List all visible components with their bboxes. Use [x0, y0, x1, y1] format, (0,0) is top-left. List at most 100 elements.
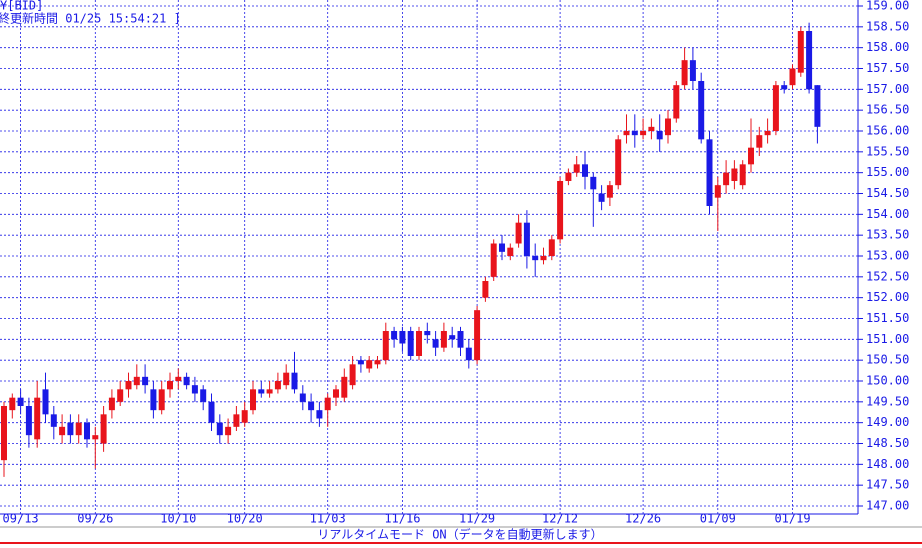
candle-body	[1, 406, 7, 461]
candle-body	[764, 131, 771, 136]
y-tick-label: 157.50	[866, 61, 909, 75]
candle-body	[523, 222, 530, 256]
y-tick-label: 149.50	[866, 394, 909, 408]
candle-body	[590, 176, 597, 190]
candle-body	[349, 364, 356, 386]
candle-body	[797, 31, 804, 73]
candle-body	[316, 410, 323, 419]
y-tick-label: 150.00	[866, 374, 909, 388]
candle-body	[17, 397, 24, 406]
y-tick-label: 147.50	[866, 478, 909, 492]
candle-body	[391, 331, 398, 340]
candle-body	[150, 389, 157, 411]
candle-body	[457, 331, 464, 348]
candle-body	[407, 331, 414, 356]
candle-body	[59, 426, 66, 436]
candle-body	[756, 135, 763, 148]
candle-body	[308, 401, 315, 411]
candle-body	[125, 381, 132, 390]
y-tick-label: 153.00	[866, 249, 909, 263]
y-tick-label: 155.50	[866, 144, 909, 158]
candle-body	[673, 85, 680, 119]
candle-body	[357, 360, 364, 365]
candle-body	[689, 60, 696, 81]
candle-body	[548, 239, 555, 256]
candle-body	[615, 139, 622, 186]
x-tick-label: 09/26	[77, 512, 113, 526]
candle-body	[449, 335, 456, 340]
candle-body	[598, 193, 605, 202]
candle-body	[540, 256, 547, 261]
candle-body	[781, 85, 788, 90]
y-tick-label: 149.00	[866, 415, 909, 429]
y-tick-label: 156.50	[866, 103, 909, 117]
candle-body	[258, 389, 265, 394]
candle-body	[25, 406, 32, 436]
candle-body	[582, 164, 588, 177]
candle-body	[515, 222, 522, 244]
y-tick-label: 148.00	[866, 457, 909, 471]
candle-body	[274, 381, 281, 390]
y-tick-label: 148.50	[866, 436, 909, 450]
candle-body	[142, 376, 149, 386]
candle-body	[474, 310, 481, 361]
candle-body	[382, 331, 389, 361]
candle-body	[333, 389, 339, 398]
candle-body	[299, 393, 306, 402]
candle-body	[623, 131, 630, 136]
candle-body	[631, 131, 638, 136]
x-tick-label: 11/29	[459, 512, 495, 526]
candle-body	[34, 397, 41, 440]
candle-body	[250, 389, 256, 411]
candle-body	[789, 68, 796, 86]
candle-body	[499, 243, 505, 252]
candle-body	[133, 376, 140, 386]
y-tick-label: 151.00	[866, 332, 909, 346]
candle-body	[648, 126, 655, 131]
candle-body	[532, 256, 539, 261]
candle-body	[482, 281, 489, 298]
candle-body	[67, 422, 74, 436]
candle-body	[573, 164, 580, 173]
x-tick-label: 10/10	[160, 512, 196, 526]
candle-body	[167, 381, 173, 390]
chart-subtitle: 終更新時間 01/25 15:54:21 ]	[0, 11, 181, 26]
candle-body	[191, 385, 198, 394]
candle-body	[233, 414, 240, 427]
y-tick-label: 154.00	[866, 207, 909, 221]
candle-body	[50, 414, 57, 427]
candle-body	[739, 164, 746, 186]
candle-body	[208, 401, 215, 423]
y-tick-label: 147.00	[866, 499, 909, 513]
x-tick-label: 12/12	[542, 512, 578, 526]
candle-body	[158, 389, 165, 411]
candle-body	[706, 139, 713, 206]
candle-body	[698, 81, 705, 140]
y-tick-label: 155.00	[866, 165, 909, 179]
x-tick-label: 11/03	[310, 512, 346, 526]
y-tick-label: 159.00	[866, 0, 909, 13]
y-tick-label: 153.50	[866, 228, 909, 242]
x-tick-label: 10/20	[227, 512, 263, 526]
candle-body	[731, 168, 738, 181]
y-tick-label: 154.50	[866, 186, 909, 200]
y-tick-label: 151.50	[866, 311, 909, 325]
candle-body	[216, 422, 223, 436]
candle-body	[117, 389, 124, 402]
x-tick-label: 09/13	[3, 512, 39, 526]
candle-body	[772, 85, 779, 131]
candle-body	[92, 435, 99, 440]
candle-body	[465, 347, 472, 361]
candle-body	[291, 372, 298, 390]
candle-body	[75, 422, 82, 436]
candle-body	[341, 376, 348, 398]
candle-body	[374, 360, 381, 365]
candle-body	[266, 389, 273, 394]
x-tick-label: 01/19	[774, 512, 810, 526]
candle-body	[399, 331, 406, 344]
candle-body	[656, 131, 663, 140]
candle-body	[366, 360, 373, 369]
candle-body	[416, 331, 422, 356]
candle-body	[200, 389, 207, 402]
